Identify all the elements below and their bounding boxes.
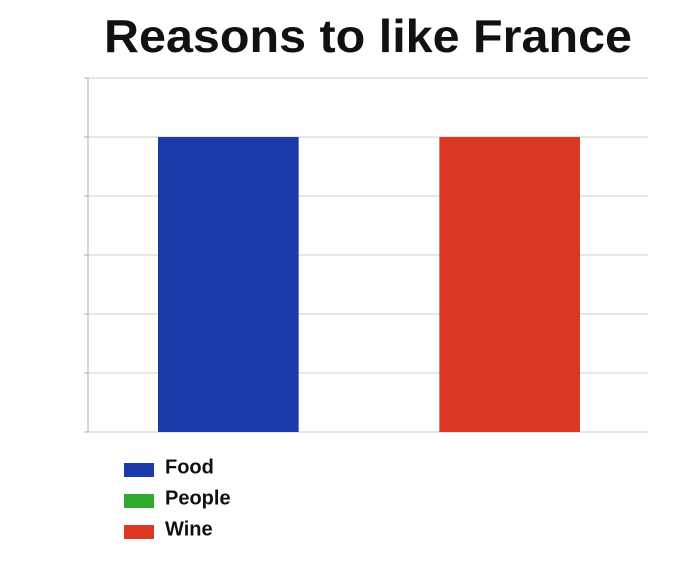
bar (158, 137, 299, 432)
legend-swatch (124, 525, 154, 539)
legend-swatch (124, 494, 154, 508)
legend-label: Food (165, 456, 214, 478)
legend-label: Wine (165, 518, 213, 540)
bar (439, 137, 580, 432)
chart-title: Reasons to like France (104, 10, 632, 62)
legend-swatch (124, 463, 154, 477)
legend-label: People (165, 487, 231, 509)
